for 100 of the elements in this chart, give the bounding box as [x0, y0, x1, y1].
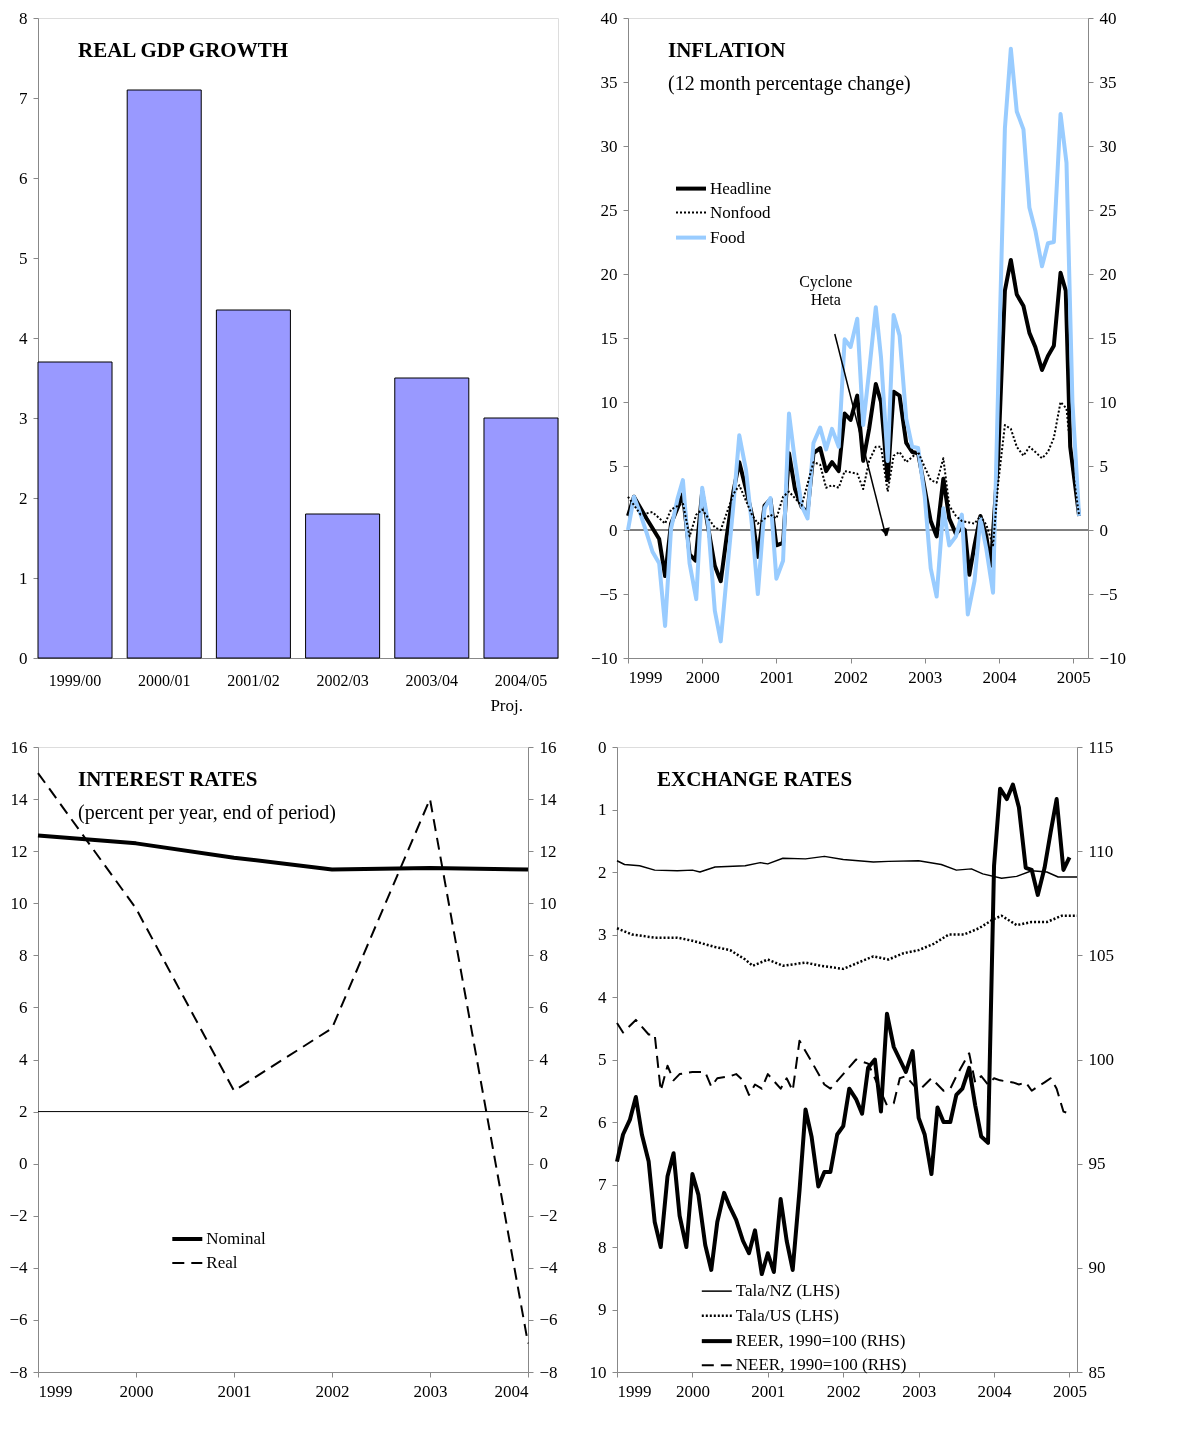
- annotation: Cyclone Heta: [799, 273, 853, 308]
- x-tick-label: 2001: [217, 1381, 252, 1401]
- x-tick-label: 2004/05: [494, 671, 548, 689]
- y-tick-label: 10: [589, 1362, 607, 1382]
- y2-tick-label: 115: [1088, 737, 1114, 757]
- legend-label: Food: [710, 227, 746, 247]
- y2-tick-label: −10: [1099, 648, 1127, 668]
- y2-tick-label: −6: [539, 1310, 558, 1330]
- y-tick-label: 1: [19, 568, 28, 588]
- y2-tick-label: 16: [539, 737, 557, 757]
- text: INTEREST RATES: [78, 767, 258, 791]
- y2-tick-label: 6: [539, 997, 548, 1017]
- legend-label: REER, 1990=100 (RHS): [735, 1331, 906, 1351]
- y2-tick-label: 35: [1099, 72, 1117, 92]
- y-tick-label: 2: [19, 1102, 28, 1122]
- x-tick-label: 2004: [982, 667, 1017, 687]
- y-tick-label: 3: [598, 925, 607, 944]
- y-tick-label: 8: [19, 945, 28, 965]
- y-tick-label: 0: [598, 737, 607, 757]
- legend-label: Nonfood: [710, 202, 771, 222]
- text: (percent per year, end of period): [78, 801, 336, 824]
- y-tick-label: −8: [9, 1362, 28, 1382]
- x-tick-label: 2003/04: [405, 671, 459, 689]
- y-tick-label: 2: [598, 862, 607, 882]
- legend-label: Nominal: [206, 1229, 267, 1248]
- x-tick-label: 2003: [908, 667, 943, 687]
- x-tick-label: 2004: [494, 1381, 529, 1401]
- y-tick-label: 1: [598, 800, 607, 819]
- x-tick-label: 2003: [413, 1381, 448, 1401]
- bar: [126, 89, 202, 659]
- y-tick-label: 3: [19, 408, 28, 428]
- x-tick-label: 1999/00: [48, 671, 102, 689]
- y-tick-label: 4: [598, 987, 607, 1007]
- y-tick-label: 0: [19, 1154, 28, 1174]
- x-tick-label: 2001: [759, 667, 794, 687]
- legend-label: NEER, 1990=100 (RHS): [735, 1355, 907, 1375]
- y2-tick-label: 2: [539, 1102, 548, 1122]
- y-tick-label: 0: [19, 648, 28, 668]
- x-tick-label: 2001: [751, 1381, 786, 1401]
- y2-tick-label: −4: [539, 1258, 559, 1278]
- bar: [37, 361, 113, 659]
- x-tick-label: 1999: [38, 1381, 73, 1401]
- legend-label: Headline: [710, 178, 772, 198]
- y2-tick-label: 5: [1099, 456, 1108, 476]
- x-tick-label: 2005: [1052, 1381, 1087, 1401]
- y-tick-label: 40: [600, 8, 618, 28]
- y-tick-label: 14: [10, 789, 28, 809]
- y-tick-label: 5: [609, 456, 618, 476]
- y2-tick-label: 95: [1088, 1154, 1106, 1174]
- y-tick-label: 4: [19, 1050, 28, 1069]
- y-tick-label: 6: [19, 168, 28, 188]
- y-tick-label: 10: [10, 893, 28, 913]
- y2-tick-label: 110: [1088, 841, 1114, 861]
- y-tick-label: −10: [590, 648, 618, 668]
- y-tick-label: 20: [600, 264, 618, 284]
- bar: [305, 513, 381, 659]
- legend-label: Tala/US (LHS): [735, 1305, 839, 1325]
- y2-tick-label: 30: [1099, 136, 1117, 156]
- x-tick-label: 1999: [628, 667, 663, 687]
- y-tick-label: 16: [10, 737, 28, 757]
- bar: [483, 417, 559, 659]
- y-tick-label: 2: [19, 488, 28, 508]
- y-tick-label: 12: [10, 841, 28, 861]
- text: (12 month percentage change): [668, 72, 911, 95]
- legend-label: Real: [206, 1253, 238, 1272]
- y-tick-label: 10: [600, 392, 618, 412]
- y2-tick-label: 105: [1088, 945, 1114, 965]
- y-tick-label: −4: [9, 1258, 28, 1278]
- y2-tick-label: 10: [1099, 392, 1117, 412]
- y-tick-label: 8: [598, 1237, 607, 1257]
- y2-tick-label: 85: [1088, 1362, 1106, 1382]
- y-tick-label: 5: [19, 248, 28, 268]
- y-tick-label: 6: [19, 997, 28, 1017]
- text: INFLATION: [668, 38, 786, 62]
- y-tick-label: 25: [600, 200, 618, 220]
- y-tick-label: 7: [19, 88, 28, 108]
- x-tick-label: 1999: [617, 1381, 652, 1401]
- x-tick-label: 2004: [977, 1381, 1013, 1401]
- y2-tick-label: 0: [1099, 520, 1108, 540]
- text: REAL GDP GROWTH: [78, 38, 289, 62]
- y2-tick-label: 10: [539, 893, 557, 913]
- y-tick-label: 9: [598, 1300, 607, 1319]
- y2-tick-label: 0: [539, 1154, 548, 1174]
- y2-tick-label: −8: [539, 1362, 558, 1382]
- y-tick-label: 15: [600, 328, 618, 348]
- y2-tick-label: 14: [539, 789, 557, 809]
- y2-tick-label: 40: [1099, 8, 1117, 28]
- y-tick-label: 6: [598, 1112, 607, 1132]
- y-tick-label: 35: [600, 72, 618, 92]
- x-tick-label: 2000/01: [137, 671, 191, 689]
- y-tick-label: 4: [19, 328, 28, 348]
- x-tick-label: 2000: [685, 667, 720, 687]
- y-tick-label: 30: [600, 136, 618, 156]
- x-tick-label: 2003: [902, 1381, 937, 1401]
- text: Proj.: [490, 696, 523, 715]
- x-tick-label: 2000: [675, 1381, 710, 1401]
- x-tick-label: 2002: [315, 1381, 350, 1401]
- x-tick-label: 2002: [834, 667, 869, 687]
- y2-tick-label: −5: [1099, 584, 1118, 604]
- text: EXCHANGE RATES: [657, 767, 853, 791]
